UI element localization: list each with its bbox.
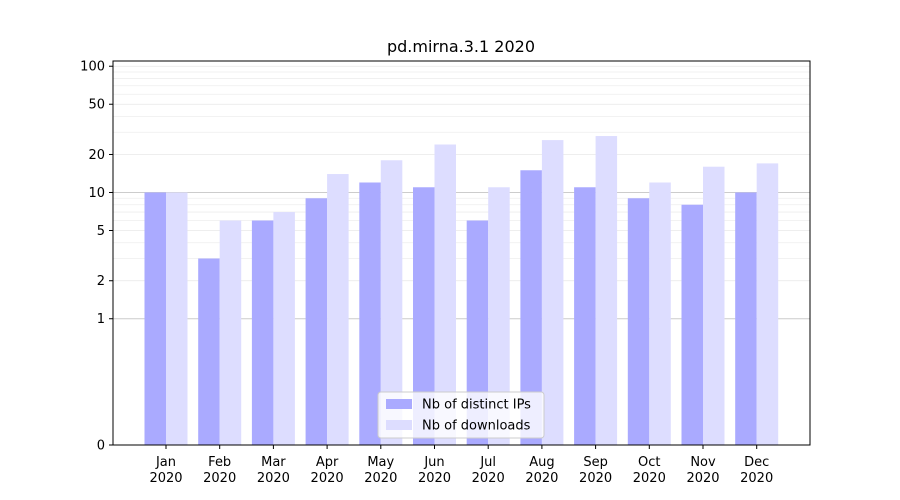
bar-downloads — [327, 174, 349, 445]
y-tick-label: 50 — [88, 98, 105, 113]
plot-frame — [112, 60, 811, 446]
bar-downloads — [434, 144, 456, 445]
bar-distinct-ips — [735, 192, 757, 445]
bar-distinct-ips — [305, 198, 328, 445]
bar-distinct-ips — [520, 170, 542, 445]
bar-downloads — [541, 140, 564, 445]
y-tick-label: 10 — [88, 186, 105, 201]
y-tick-label: 5 — [97, 224, 105, 239]
bar-downloads — [595, 136, 618, 445]
bar-distinct-ips — [144, 192, 166, 445]
bar-downloads — [756, 163, 779, 445]
y-tick-label: 2 — [97, 274, 105, 289]
bar-distinct-ips — [251, 220, 274, 445]
x-tick-label: Oct 2020 — [633, 455, 666, 486]
y-tick-label: 100 — [80, 60, 105, 75]
bar-distinct-ips — [359, 182, 381, 445]
legend-label-distinct-ips: Nb of distinct IPs — [422, 398, 531, 413]
legend-label-downloads: Nb of downloads — [422, 419, 531, 434]
x-tick-label: Jun 2020 — [418, 455, 451, 486]
x-tick-label: Apr 2020 — [311, 455, 344, 486]
legend: Nb of distinct IPs Nb of downloads — [377, 391, 545, 439]
bar-distinct-ips — [681, 204, 703, 445]
bar-distinct-ips — [198, 258, 220, 445]
legend-swatch-distinct-ips — [386, 399, 412, 409]
y-tick-label: 1 — [97, 312, 105, 327]
x-tick-label: Jan 2020 — [149, 455, 182, 486]
x-tick-label: Aug 2020 — [525, 455, 558, 486]
bar-distinct-ips — [627, 198, 650, 445]
y-tick-label: 20 — [88, 148, 105, 163]
x-tick-label: Mar 2020 — [257, 455, 290, 486]
x-tick-label: Nov 2020 — [686, 455, 719, 486]
bar-downloads — [166, 192, 188, 445]
bar-downloads — [649, 182, 671, 445]
y-tick-label: 0 — [97, 439, 105, 454]
x-tick-label: Sep 2020 — [579, 455, 612, 486]
chart-title: pd.mirna.3.1 2020 — [387, 37, 535, 56]
bar-downloads — [703, 166, 725, 445]
bar-distinct-ips — [413, 187, 435, 446]
legend-box — [377, 391, 545, 439]
bar-distinct-ips — [466, 220, 489, 445]
x-tick-label: Dec 2020 — [740, 455, 773, 486]
legend-swatch-downloads — [386, 420, 412, 430]
bar-downloads — [273, 212, 295, 445]
bar-downloads — [219, 220, 242, 445]
x-tick-label: Feb 2020 — [203, 455, 236, 486]
bar-distinct-ips — [574, 187, 596, 446]
x-tick-label: May 2020 — [364, 455, 397, 486]
bar-downloads — [380, 160, 403, 446]
x-tick-label: Jul 2020 — [472, 455, 505, 486]
bar-downloads — [488, 187, 510, 446]
